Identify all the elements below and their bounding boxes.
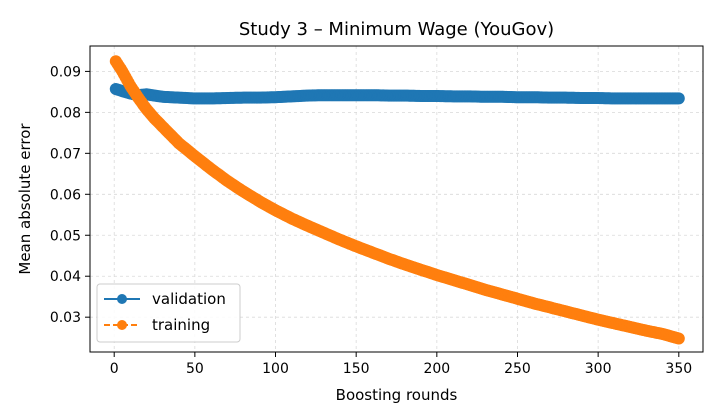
series-training <box>109 55 685 345</box>
y-tick-label: 0.07 <box>50 146 81 162</box>
x-tick-label: 300 <box>585 361 612 377</box>
ticks: 0 50 100 150 200 250 300 350 0.03 0.04 0.05 0.06 0.0… <box>50 64 692 377</box>
x-tick-label: 250 <box>504 361 531 377</box>
legend-validation-label: validation <box>152 290 226 308</box>
y-tick-label: 0.08 <box>50 105 81 121</box>
series-validation <box>109 83 685 105</box>
plot-frame <box>89 45 704 353</box>
x-tick-label: 200 <box>423 361 450 377</box>
legend-validation-marker <box>117 294 127 304</box>
x-tick-label: 0 <box>110 361 119 377</box>
series-layer <box>109 55 685 345</box>
legend-training-label: training <box>152 316 210 334</box>
y-axis-label: Mean absolute error <box>16 123 34 275</box>
y-tick-label: 0.09 <box>50 64 81 80</box>
y-tick-label: 0.06 <box>50 187 81 203</box>
chart-title: Study 3 – Minimum Wage (YouGov) <box>239 19 554 40</box>
x-tick-label: 50 <box>186 361 204 377</box>
legend: validation training <box>96 283 241 343</box>
x-tick-label: 350 <box>665 361 692 377</box>
x-tick-label: 100 <box>262 361 289 377</box>
training-point <box>672 332 685 345</box>
legend-training-marker <box>117 320 127 330</box>
y-tick-label: 0.04 <box>50 269 81 285</box>
y-tick-label: 0.05 <box>50 228 81 244</box>
x-tick-label: 150 <box>343 361 370 377</box>
validation-point <box>672 92 685 105</box>
x-axis-label: Boosting rounds <box>336 386 458 404</box>
y-tick-label: 0.03 <box>50 310 81 326</box>
